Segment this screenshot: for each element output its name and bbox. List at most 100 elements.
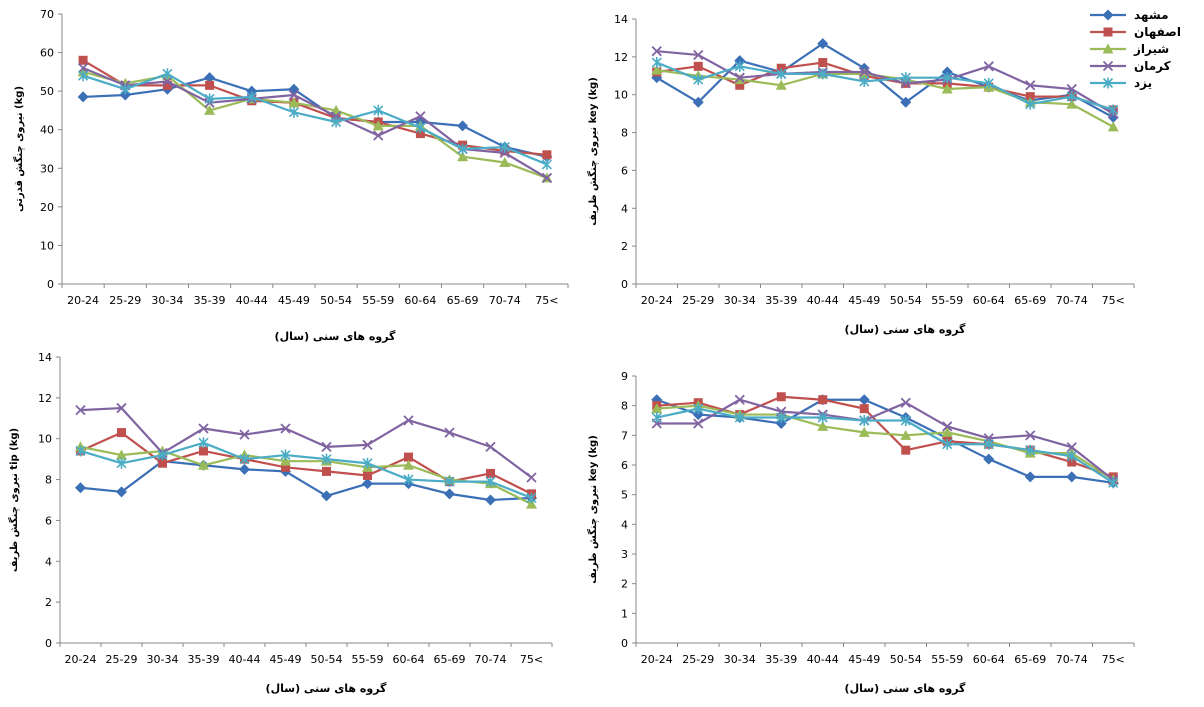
chart-panel: 0 2 4 6 8 10 12 14 20-24 25-29 30-34 35-39 40-44 45-4… bbox=[7, 351, 553, 695]
x-tick-label: 20-24 bbox=[641, 653, 673, 666]
data-point bbox=[1025, 80, 1036, 91]
data-point bbox=[499, 157, 511, 167]
data-point bbox=[444, 476, 455, 488]
data-point bbox=[941, 426, 953, 437]
data-point bbox=[75, 445, 86, 457]
legend-label: مشهد bbox=[1134, 7, 1169, 22]
y-tick-label: 0 bbox=[621, 637, 628, 650]
legend-marker bbox=[1102, 9, 1114, 20]
data-point bbox=[542, 150, 552, 160]
data-point bbox=[941, 83, 953, 94]
data-point bbox=[444, 488, 455, 500]
data-point bbox=[818, 395, 828, 405]
data-point bbox=[776, 63, 786, 73]
y-tick-label: 0 bbox=[45, 637, 52, 650]
data-point bbox=[280, 455, 291, 466]
data-point bbox=[693, 61, 703, 71]
legend-marker-shape bbox=[1102, 77, 1114, 88]
x-tick-label: 50-54 bbox=[890, 653, 922, 666]
data-point bbox=[199, 446, 208, 456]
chart-panel: 0 1 2 3 4 5 6 7 8 9 20-24 25-29 30-34 35-39 40-44 45-49… bbox=[586, 370, 1135, 695]
x-tick-label: 60-64 bbox=[973, 653, 1005, 666]
x-tick-label: 35-39 bbox=[188, 653, 220, 666]
legend-marker bbox=[1102, 60, 1114, 71]
data-point bbox=[776, 412, 787, 424]
data-point bbox=[205, 80, 215, 90]
data-point bbox=[373, 104, 384, 116]
legend-swatch bbox=[1090, 27, 1126, 36]
data-point bbox=[486, 468, 495, 478]
legend-marker-shape bbox=[1103, 27, 1113, 36]
x-tick-label: 45-49 bbox=[278, 294, 310, 307]
legend-label: شیراز bbox=[1134, 41, 1170, 56]
legend-marker-shape bbox=[1102, 60, 1114, 71]
legend-swatch bbox=[1090, 77, 1126, 88]
data-point bbox=[78, 55, 88, 65]
data-point bbox=[983, 77, 994, 89]
data-point bbox=[362, 457, 373, 469]
y-tick-label: 10 bbox=[614, 89, 628, 102]
x-axis-title: گروه های سنی (سال) bbox=[845, 323, 966, 336]
data-point bbox=[198, 459, 209, 470]
data-point bbox=[1066, 471, 1078, 483]
data-point bbox=[457, 120, 469, 132]
legend-item: کرمان bbox=[1090, 57, 1200, 74]
data-point bbox=[404, 452, 413, 462]
data-point bbox=[373, 130, 384, 141]
data-point bbox=[776, 392, 786, 402]
data-point bbox=[204, 72, 216, 84]
data-point bbox=[1025, 98, 1036, 110]
y-tick-label: 4 bbox=[621, 518, 628, 531]
data-point bbox=[734, 394, 745, 405]
data-point bbox=[162, 68, 173, 80]
x-tick-label: 25-29 bbox=[682, 294, 714, 307]
y-axis-title: نیروی چنگش قدرتی (kg) bbox=[12, 86, 25, 212]
data-point bbox=[1066, 91, 1077, 103]
x-tick-label: 40-44 bbox=[229, 653, 261, 666]
y-tick-label: 0 bbox=[621, 278, 628, 291]
data-point bbox=[526, 492, 537, 504]
data-point bbox=[818, 58, 828, 68]
y-tick-label: 7 bbox=[621, 429, 628, 442]
legend-marker bbox=[1102, 77, 1114, 88]
y-tick-label: 12 bbox=[614, 51, 628, 64]
data-point bbox=[1066, 442, 1077, 453]
data-point bbox=[239, 453, 250, 465]
x-tick-label: 60-64 bbox=[404, 294, 436, 307]
x-tick-label: 25-29 bbox=[682, 653, 714, 666]
y-tick-label: 50 bbox=[40, 85, 54, 98]
data-point bbox=[942, 438, 953, 450]
y-tick-label: 6 bbox=[621, 164, 628, 177]
x-tick-label: 65-69 bbox=[1014, 653, 1046, 666]
data-point bbox=[817, 412, 828, 424]
x-tick-label: 20-24 bbox=[65, 653, 97, 666]
series-4 bbox=[651, 46, 1119, 119]
data-point bbox=[1025, 444, 1036, 456]
data-point bbox=[651, 403, 663, 414]
series-2 bbox=[652, 392, 1118, 482]
chart-panel: 0 2 4 6 8 10 12 14 20-24 25-29 30-34 35-39 40-44 45-4… bbox=[586, 13, 1135, 336]
x-tick-label: 65-69 bbox=[1014, 294, 1046, 307]
data-point bbox=[651, 57, 662, 69]
data-point bbox=[900, 415, 911, 426]
x-axis-title: گروه های سنی (سال) bbox=[266, 682, 387, 695]
y-tick-label: 2 bbox=[45, 596, 52, 609]
series-5 bbox=[75, 437, 537, 504]
x-tick-label: 40-44 bbox=[807, 294, 839, 307]
data-point bbox=[362, 478, 373, 490]
data-point bbox=[403, 474, 414, 486]
data-point bbox=[321, 453, 332, 465]
data-point bbox=[734, 72, 745, 83]
data-point bbox=[1025, 430, 1036, 441]
data-point bbox=[901, 445, 911, 455]
data-point bbox=[280, 449, 291, 461]
data-point bbox=[77, 62, 89, 74]
series-line bbox=[656, 61, 1114, 111]
x-tick-label: 75< bbox=[1102, 653, 1125, 666]
data-point bbox=[116, 402, 127, 414]
data-point bbox=[541, 158, 552, 170]
data-point bbox=[693, 74, 704, 86]
data-point bbox=[693, 49, 704, 61]
x-tick-label: 70-74 bbox=[1056, 653, 1088, 666]
